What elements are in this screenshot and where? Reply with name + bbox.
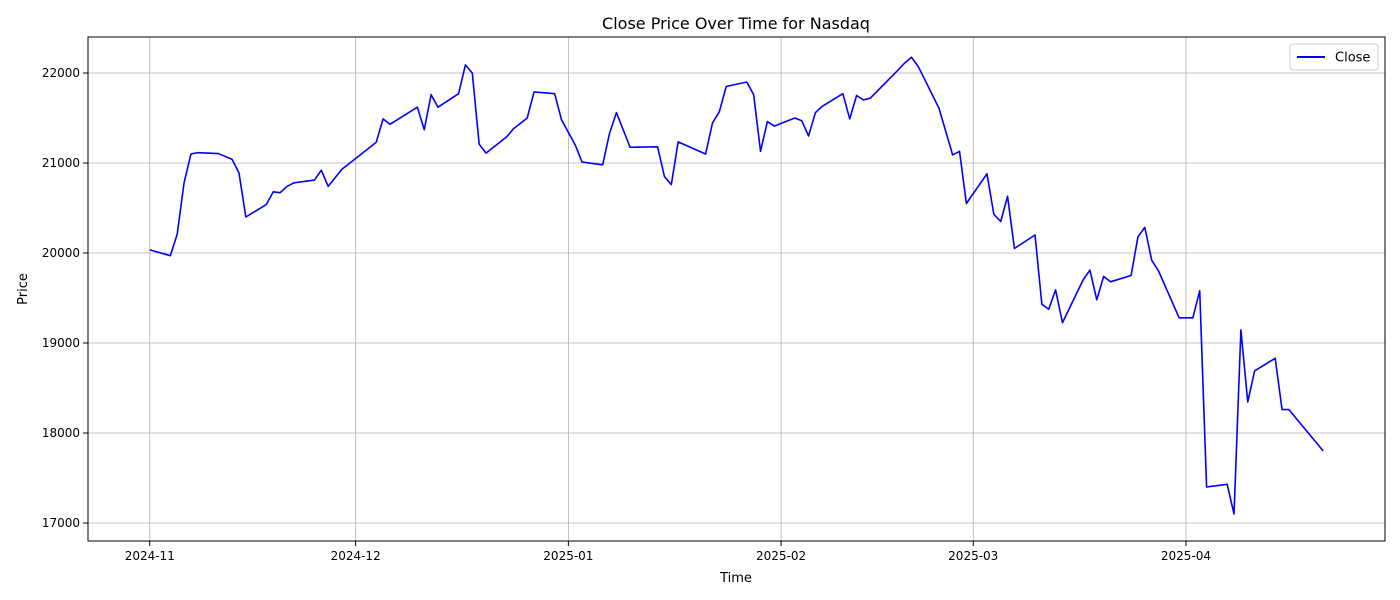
legend-label-close: Close (1335, 51, 1370, 66)
legend: Close (1289, 43, 1379, 71)
y-tick-label: 18000 (42, 426, 80, 440)
legend-box (1289, 43, 1379, 71)
x-axis: 2024-11 2024-12 2025-01 2025-02 2025-03 2025-… (125, 541, 1211, 563)
grid-lines (88, 37, 1385, 541)
y-axis-title: Price (16, 273, 31, 305)
y-tick-label: 17000 (42, 516, 80, 530)
y-tick-label: 19000 (42, 336, 80, 350)
x-tick-label: 2025-03 (948, 549, 998, 563)
y-tick-label: 22000 (42, 66, 80, 80)
y-tick-label: 21000 (42, 156, 80, 170)
x-axis-title: Time (719, 571, 752, 586)
plot-area (88, 37, 1385, 541)
x-tick-label: 2025-01 (543, 549, 593, 563)
series-line-close (149, 56, 1324, 515)
y-tick-label: 20000 (42, 246, 80, 260)
x-tick-label: 2024-12 (331, 549, 381, 563)
chart-title: Close Price Over Time for Nasdaq (602, 14, 870, 33)
x-tick-label: 2025-02 (756, 549, 806, 563)
x-tick-label: 2024-11 (125, 549, 175, 563)
y-axis: 17000 18000 19000 20000 21000 22000 (42, 66, 88, 530)
series-layer (149, 56, 1324, 515)
plot-frame (87, 36, 1386, 542)
x-tick-label: 2025-04 (1161, 549, 1211, 563)
